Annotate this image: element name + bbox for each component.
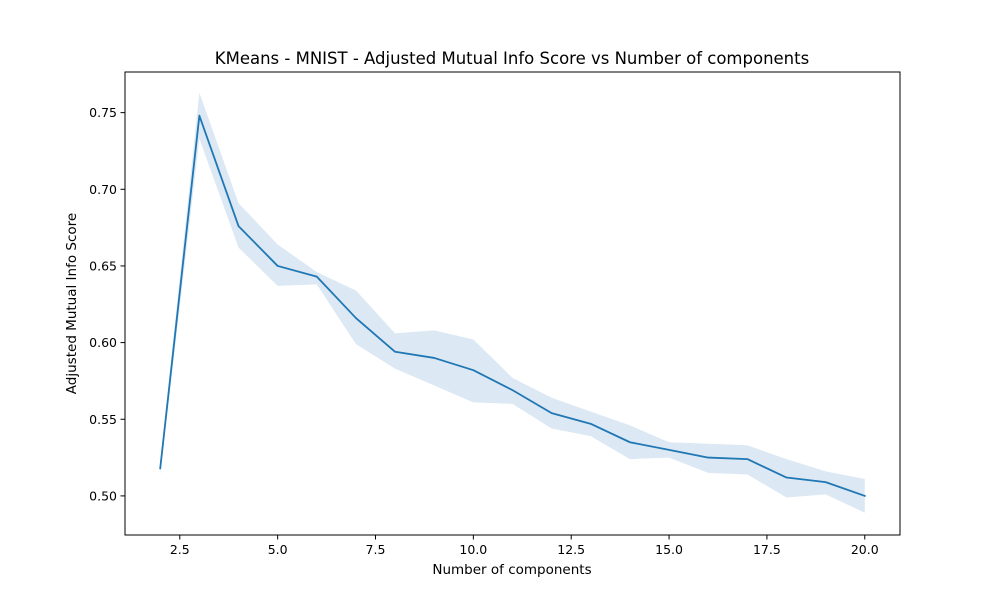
x-axis-title: Number of components xyxy=(432,562,591,578)
y-tick-label: 0.55 xyxy=(89,412,117,427)
y-tick-label: 0.70 xyxy=(89,182,117,197)
plot-frame xyxy=(124,71,901,536)
x-tick-label: 17.5 xyxy=(753,542,781,557)
y-axis-title: Adjusted Mutual Info Score xyxy=(64,213,80,394)
x-tick-label: 7.5 xyxy=(366,542,386,557)
confidence-band xyxy=(160,92,865,513)
y-tick-label: 0.60 xyxy=(89,335,117,350)
x-tick-label: 5.0 xyxy=(268,542,288,557)
x-tick-label: 10.0 xyxy=(459,542,487,557)
x-tick-label: 2.5 xyxy=(170,542,190,557)
y-tick-label: 0.65 xyxy=(89,258,117,273)
y-axis: 0.50 0.55 0.60 0.65 0.70 0.75 xyxy=(89,105,125,503)
series-line-layer xyxy=(159,114,866,498)
y-tick-label: 0.50 xyxy=(89,488,117,503)
x-tick-label: 20.0 xyxy=(851,542,879,557)
series-line xyxy=(159,114,866,498)
confidence-band-layer xyxy=(160,92,865,513)
y-tick-label: 0.75 xyxy=(89,105,117,120)
x-tick-label: 15.0 xyxy=(655,542,683,557)
x-tick-label: 12.5 xyxy=(557,542,585,557)
x-axis: 2.5 5.0 7.5 10.0 12.5 15.0 17.5 20.0 xyxy=(170,535,879,557)
chart-title: KMeans - MNIST - Adjusted Mutual Info Sc… xyxy=(215,49,809,68)
